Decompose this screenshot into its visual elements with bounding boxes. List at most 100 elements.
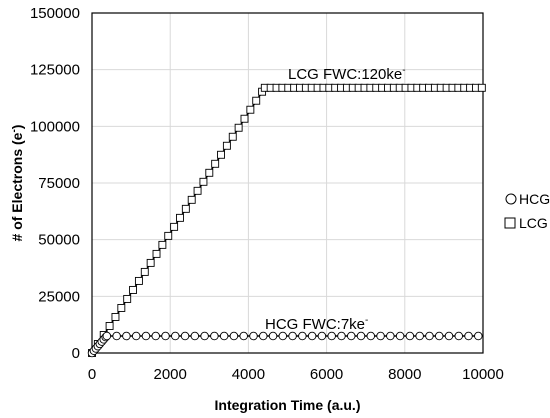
marker-lcg xyxy=(193,186,202,195)
y-axis-title-sup: - xyxy=(9,129,20,132)
marker-lcg xyxy=(246,105,255,114)
annotation-lcg-fwc: LCG FWC:120ke- xyxy=(288,65,406,83)
marker-hcg xyxy=(141,331,151,341)
y-tick-label: 0 xyxy=(72,345,80,362)
y-tick-label: 50000 xyxy=(38,232,80,249)
x-axis-title: Integration Time (a.u.) xyxy=(215,397,361,413)
marker-hcg xyxy=(298,331,307,341)
x-tick-label: 4000 xyxy=(232,366,265,383)
marker-lcg xyxy=(129,285,138,294)
y-axis-title-main: # of Electrons (e xyxy=(9,132,25,241)
x-tick-label: 8000 xyxy=(388,366,421,383)
marker-lcg xyxy=(181,204,190,213)
marker-hcg xyxy=(259,331,268,341)
marker-hcg xyxy=(434,331,444,341)
marker-lcg xyxy=(134,276,143,285)
marker-hcg xyxy=(131,331,141,341)
legend-lcg-label: LCG xyxy=(519,215,548,231)
marker-hcg xyxy=(337,331,346,341)
marker-lcg xyxy=(158,240,167,249)
marker-hcg xyxy=(288,331,297,341)
marker-hcg xyxy=(219,331,229,341)
annotation-hcg-sup: - xyxy=(365,315,368,326)
marker-lcg xyxy=(117,304,126,312)
marker-hcg xyxy=(229,331,239,341)
marker-lcg xyxy=(477,83,486,92)
legend-hcg-marker xyxy=(505,193,517,205)
marker-lcg xyxy=(228,132,237,141)
annotation-hcg-text: HCG FWC:7ke xyxy=(265,316,365,333)
marker-hcg xyxy=(454,331,464,341)
marker-hcg xyxy=(346,331,356,341)
marker-lcg xyxy=(111,313,120,321)
marker-lcg xyxy=(146,258,155,267)
gridlines xyxy=(92,13,483,353)
marker-hcg xyxy=(171,331,180,341)
marker-lcg xyxy=(240,114,249,123)
series-lines xyxy=(91,87,483,354)
y-axis-title-close: ) xyxy=(9,125,25,130)
series-markers xyxy=(87,83,486,358)
marker-hcg xyxy=(122,331,131,341)
marker-lcg xyxy=(105,322,114,330)
marker-lcg xyxy=(140,267,149,276)
marker-hcg xyxy=(200,331,209,341)
marker-lcg xyxy=(199,177,208,186)
y-axis-title: # of Electrons (e-) xyxy=(9,125,25,242)
marker-lcg xyxy=(252,96,261,105)
marker-lcg xyxy=(123,294,132,303)
marker-lcg xyxy=(164,231,173,240)
marker-hcg xyxy=(405,331,415,341)
x-tick-label: 10000 xyxy=(462,366,504,383)
marker-lcg xyxy=(187,195,196,204)
marker-hcg xyxy=(180,331,190,341)
y-tick-label: 75000 xyxy=(38,175,80,192)
marker-lcg xyxy=(222,141,231,150)
marker-lcg xyxy=(211,159,220,168)
marker-hcg xyxy=(386,331,395,341)
marker-hcg xyxy=(102,331,112,341)
y-tick-label: 25000 xyxy=(38,288,80,305)
marker-hcg xyxy=(464,331,473,341)
marker-lcg xyxy=(152,249,161,258)
marker-hcg xyxy=(210,331,219,341)
x-tick-labels: 0 2000 4000 6000 8000 10000 xyxy=(88,366,504,383)
marker-lcg xyxy=(170,222,179,231)
marker-hcg xyxy=(415,331,424,341)
marker-hcg xyxy=(190,331,200,341)
x-tick-label: 0 xyxy=(88,366,96,383)
marker-hcg xyxy=(366,331,376,341)
marker-hcg xyxy=(307,331,317,341)
y-tick-label: 100000 xyxy=(30,118,80,135)
marker-hcg xyxy=(161,331,170,341)
marker-hcg xyxy=(425,331,434,341)
marker-hcg xyxy=(239,331,248,341)
marker-hcg xyxy=(376,331,385,341)
x-tick-label: 2000 xyxy=(154,366,187,383)
annotation-lcg-text: LCG FWC:120ke xyxy=(288,66,402,83)
marker-hcg xyxy=(249,331,258,341)
marker-hcg xyxy=(278,331,288,341)
marker-hcg xyxy=(268,331,278,341)
marker-hcg xyxy=(474,331,483,341)
marker-hcg xyxy=(356,331,366,341)
annotation-lcg-sup: - xyxy=(402,65,405,76)
y-tick-label: 150000 xyxy=(30,5,80,22)
legend-hcg-label: HCG xyxy=(519,191,550,207)
marker-hcg xyxy=(444,331,454,341)
marker-hcg xyxy=(112,331,121,341)
marker-hcg xyxy=(395,331,405,341)
y-tick-labels: 0 25000 50000 75000 100000 125000 150000 xyxy=(30,5,80,362)
marker-hcg xyxy=(327,331,336,341)
series-line-hcg xyxy=(91,335,483,354)
marker-hcg xyxy=(317,331,327,341)
marker-lcg xyxy=(234,123,243,132)
legend-lcg-marker xyxy=(504,217,516,229)
series-line-lcg xyxy=(91,87,483,354)
marker-lcg xyxy=(217,150,225,159)
marker-lcg xyxy=(205,168,214,177)
y-tick-label: 125000 xyxy=(30,62,80,79)
marker-hcg xyxy=(151,331,160,341)
x-tick-label: 6000 xyxy=(310,366,343,383)
